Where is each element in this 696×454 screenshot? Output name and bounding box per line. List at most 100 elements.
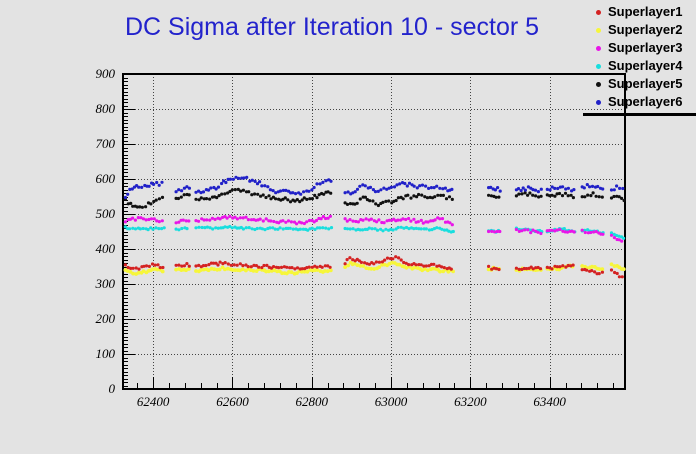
data-point [248,179,252,183]
data-point [157,220,161,224]
data-point [216,226,220,230]
data-point [343,262,347,266]
data-point [409,196,413,200]
data-point [231,177,235,181]
data-point [125,269,130,273]
data-point [126,192,130,196]
data-point [261,219,265,223]
data-point [420,183,425,187]
data-point [590,269,594,273]
data-point [582,186,586,190]
data-point [613,270,617,275]
data-point [260,266,264,270]
data-point [152,217,156,221]
data-point [285,265,289,269]
data-point [520,229,524,233]
data-point [281,197,285,201]
legend: Superlayer1 Superlayer2 Superlayer3 Superla… [583,3,696,116]
data-point [383,258,387,262]
data-point [228,177,232,181]
data-point [561,185,565,189]
data-point [435,226,439,230]
data-point [310,188,314,192]
data-point [553,194,557,198]
data-point [295,266,300,270]
data-point [526,193,530,197]
data-point [550,228,554,232]
data-point [412,217,416,221]
data-point [123,263,127,267]
data-point [440,265,444,269]
data-point [288,200,293,204]
data-point [369,217,373,221]
data-point [230,226,234,230]
data-point [141,269,146,273]
data-point [144,205,148,209]
data-point [382,221,386,225]
data-point [241,227,245,231]
data-point [230,188,234,192]
data-point [182,186,186,190]
data-point [539,194,543,198]
data-point [221,215,225,219]
data-point [396,196,400,200]
data-point [208,218,212,222]
data-point [418,184,422,188]
data-point [277,266,281,270]
data-point [298,227,302,231]
data-point [180,264,184,268]
data-point [205,218,209,222]
data-point [271,189,275,193]
data-point [223,225,227,229]
data-point [174,267,179,272]
data-point [423,195,427,199]
data-point [441,269,446,274]
data-point [547,228,552,233]
data-point [149,202,153,206]
data-point [514,266,519,270]
data-point [487,193,491,197]
data-point [516,187,521,191]
data-point [412,265,417,270]
data-point [318,182,322,186]
data-point [308,197,312,201]
data-point [377,260,381,264]
data-point [429,186,433,190]
data-point [363,261,367,265]
data-point [138,205,142,209]
data-point [441,187,445,191]
data-point [174,263,178,267]
data-point [255,226,259,231]
data-point [288,226,292,230]
data-point [131,216,135,220]
data-point [432,227,436,231]
data-point [562,227,566,231]
data-point [161,265,165,270]
data-point [215,196,219,200]
data-point [281,188,285,192]
data-point [555,228,559,232]
data-point [496,186,500,190]
data-point [240,267,245,272]
data-point [593,270,597,274]
data-point [450,197,454,201]
data-point [274,191,278,195]
data-point [218,260,222,264]
data-point [498,189,502,193]
data-point [155,180,159,185]
data-point [149,226,153,230]
data-point [268,226,272,230]
data-point [609,262,614,267]
data-point [531,193,535,197]
data-point [240,176,244,180]
data-point [517,267,521,271]
data-point [226,262,230,266]
data-point [620,275,624,279]
data-point [612,188,616,192]
data-point [223,267,227,272]
data-point [396,218,400,222]
data-point [387,218,391,222]
legend-item-superlayer5: Superlayer5 [583,75,696,93]
data-point [571,196,576,200]
data-point [389,185,393,189]
